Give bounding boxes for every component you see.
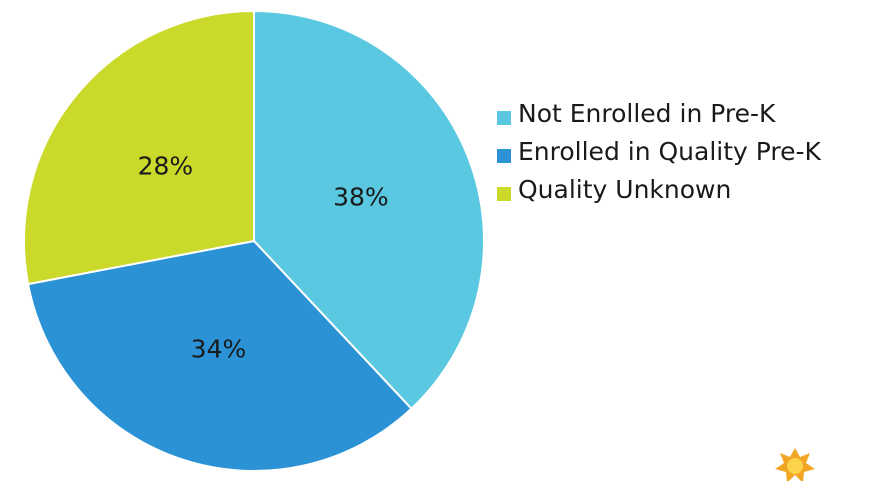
legend-item: Enrolled in Quality Pre-K — [496, 134, 876, 170]
pie-slice — [23, 9, 255, 286]
legend-item: Quality Unknown — [496, 172, 876, 208]
pie-slice — [26, 239, 413, 472]
legend-swatch — [496, 186, 512, 202]
legend-label: Quality Unknown — [518, 175, 732, 204]
legend-label: Not Enrolled in Pre-K — [518, 99, 776, 128]
legend-item: Not Enrolled in Pre-K — [496, 96, 876, 132]
value-label: 28% — [138, 152, 194, 181]
value-label: 34% — [191, 334, 247, 363]
sun-icon — [775, 448, 815, 481]
value-label: 38% — [333, 183, 389, 212]
pie-slice — [253, 9, 485, 411]
legend-label: Enrolled in Quality Pre-K — [518, 137, 821, 166]
legend-swatch — [496, 148, 512, 164]
legend: Not Enrolled in Pre-K Enrolled in Quality… — [496, 96, 876, 210]
legend-swatch — [496, 110, 512, 126]
